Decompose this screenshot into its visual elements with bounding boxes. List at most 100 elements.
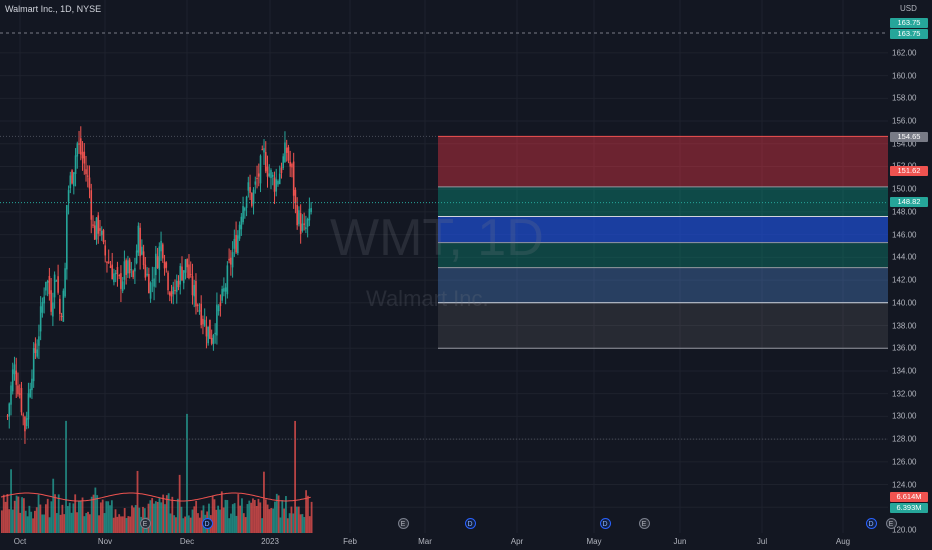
volume-bar: [125, 518, 128, 533]
symbol-title[interactable]: Walmart Inc., 1D, NYSE: [5, 4, 102, 14]
volume-bar: [162, 494, 165, 533]
candle-body: [13, 364, 16, 375]
candle-body: [34, 343, 37, 354]
volume-bar: [285, 496, 287, 533]
candle-body: [174, 290, 176, 292]
volume-bar: [72, 503, 75, 533]
candle-body: [62, 290, 65, 322]
price-tick-label: 124.00: [892, 480, 917, 490]
candle-body: [240, 216, 243, 230]
candle-body: [86, 175, 89, 177]
volume-bar: [99, 502, 102, 533]
candle-body: [310, 208, 312, 213]
price-tick-label: 156.00: [892, 116, 917, 126]
volume-bar: [250, 502, 253, 533]
volume-bar: [116, 516, 119, 533]
price-axis[interactable]: USD 162.00160.00158.00156.00154.00152.00…: [888, 0, 932, 550]
price-tick-label: 160.00: [892, 71, 917, 81]
candle-body: [266, 166, 269, 177]
watermark-symbol: WMT, 1D: [330, 209, 544, 267]
candle-body: [141, 246, 143, 255]
volume-bar: [87, 511, 89, 533]
candle-body: [181, 266, 183, 281]
volume-bar: [296, 506, 298, 533]
volume-bar: [292, 513, 295, 533]
volume-bar: [35, 507, 38, 533]
candle-body: [134, 268, 136, 272]
candle-body: [130, 269, 133, 271]
candle-body: [11, 369, 14, 392]
candle-body: [216, 304, 218, 336]
volume-bar: [52, 478, 55, 533]
volume-bar: [294, 420, 296, 533]
candle-body: [153, 278, 155, 287]
volume-bar: [120, 516, 122, 533]
zone-band: [438, 267, 888, 303]
volume-bar: [301, 514, 304, 533]
watermark-company: Walmart Inc.: [366, 286, 489, 311]
candle-body: [148, 273, 150, 294]
volume-bar: [253, 499, 256, 533]
candle-body: [71, 170, 73, 184]
earnings-event-marker[interactable]: E: [397, 518, 409, 529]
volume-bar: [4, 501, 7, 533]
candle-body: [226, 265, 229, 295]
candlesticks: [6, 126, 312, 444]
candle-body: [15, 370, 18, 385]
price-tick-label: 140.00: [892, 298, 917, 308]
volume-bar: [244, 517, 247, 533]
candle-body: [92, 224, 94, 226]
volume-bar: [50, 501, 53, 533]
fibonacci-zones: [438, 135, 888, 349]
candle-body: [162, 244, 164, 259]
price-tick-label: 130.00: [892, 411, 917, 421]
candle-body: [38, 336, 40, 346]
earnings-event-marker[interactable]: E: [139, 518, 151, 529]
candle-body: [284, 142, 286, 163]
volume-bar: [261, 518, 264, 533]
volume-bar: [224, 499, 227, 533]
candle-body: [160, 240, 162, 252]
volume-bar: [68, 502, 71, 533]
candle-body: [144, 264, 147, 278]
volume-bar: [37, 494, 40, 533]
time-axis-label: 2023: [261, 537, 279, 546]
volume-bar: [132, 507, 135, 533]
volume-bar: [13, 500, 16, 533]
candle-body: [195, 280, 197, 307]
time-axis[interactable]: Oct Nov Dec 2023 Feb Mar Apr May Jun Jul Aug: [0, 533, 888, 550]
candle-body: [238, 224, 241, 239]
price-tick-label: 146.00: [892, 230, 917, 240]
price-tag: 151.62: [890, 166, 928, 176]
candle-body: [271, 174, 274, 177]
dividend-event-marker[interactable]: D: [599, 518, 611, 529]
time-axis-label: May: [586, 537, 602, 546]
dividend-event-marker[interactable]: D: [464, 518, 476, 529]
candle-body: [200, 303, 202, 325]
candle-body: [282, 156, 285, 168]
candle-body: [128, 259, 131, 274]
earnings-event-marker[interactable]: E: [638, 518, 650, 529]
candle-body: [85, 169, 87, 175]
earnings-event-marker[interactable]: E: [885, 518, 897, 529]
candle-body: [139, 227, 141, 257]
candle-body: [151, 279, 154, 281]
candle-body: [184, 259, 187, 273]
volume-bar: [239, 505, 242, 533]
price-tag: 154.65: [890, 131, 928, 142]
price-chart[interactable]: [0, 0, 888, 533]
volume-bar: [272, 508, 275, 533]
price-tick-label: 132.00: [892, 389, 917, 399]
time-axis-label: Aug: [835, 537, 851, 546]
volume-bar: [79, 500, 82, 533]
volume-bar: [123, 508, 126, 533]
dividend-event-marker[interactable]: D: [201, 518, 213, 529]
dividend-event-marker[interactable]: D: [865, 518, 877, 529]
volume-bar: [231, 504, 234, 533]
candle-body: [163, 261, 166, 269]
candle-body: [109, 266, 112, 268]
candle-body: [273, 177, 276, 192]
price-tick-label: 154.00: [892, 139, 917, 149]
volume-bar: [270, 508, 273, 533]
zone-band: [438, 136, 888, 187]
